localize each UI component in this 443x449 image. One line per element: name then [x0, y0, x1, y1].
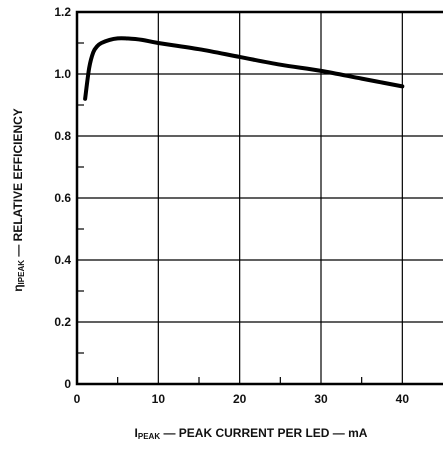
y-tick-label: 0.2 [54, 315, 71, 329]
x-axis-title: IPEAK — PEAK CURRENT PER LED — mA [135, 426, 368, 441]
y-tick-label: 0.4 [54, 253, 71, 267]
y-tick-label: 1.0 [54, 67, 71, 81]
y-axis-title: ηIPEAK — RELATIVE EFFICIENCY [11, 108, 26, 292]
x-tick-label: 20 [233, 392, 247, 406]
x-tick-label: 40 [396, 392, 410, 406]
plot-frame [75, 10, 443, 386]
y-tick-label: 0.8 [54, 129, 71, 143]
x-tick-label: 10 [152, 392, 166, 406]
x-tick-label: 30 [314, 392, 328, 406]
y-tick-label: 0.6 [54, 191, 71, 205]
x-axis-label-text: — PEAK CURRENT PER LED — mA [160, 426, 368, 440]
x-axis-subscript: PEAK [138, 432, 160, 441]
y-tick-label: 0 [64, 377, 71, 391]
y-tick-label: 1.2 [54, 5, 71, 19]
y-axis-label-text: — RELATIVE EFFICIENCY [11, 108, 25, 260]
y-tick-labels: 0 0.2 0.4 0.6 0.8 1.0 1.2 [54, 5, 71, 391]
axis-ticks [77, 42, 363, 384]
efficiency-curve [83, 36, 405, 101]
grid-lines [77, 12, 443, 384]
x-tick-label: 0 [74, 392, 81, 406]
y-axis-symbol: η [11, 284, 25, 291]
y-axis-subscript: IPEAK [17, 260, 26, 285]
x-axis-symbol: I [135, 426, 138, 440]
x-tick-labels: 0 10 20 30 40 [74, 392, 410, 406]
